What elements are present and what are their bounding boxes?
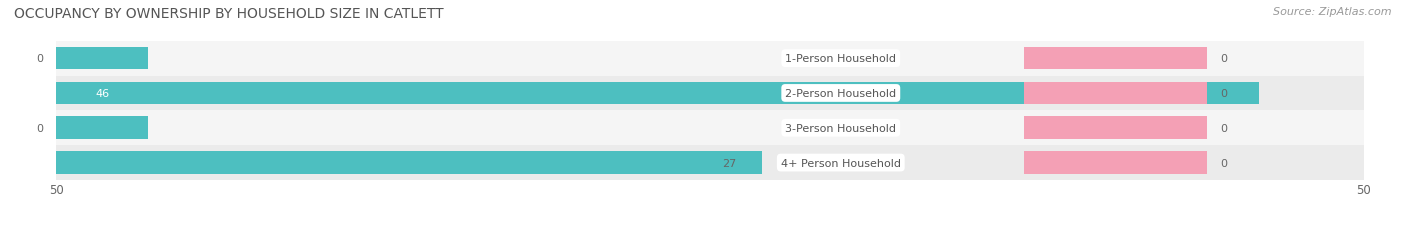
Bar	[1024, 48, 1206, 70]
Bar	[56, 117, 148, 140]
Text: 1-Person Household: 1-Person Household	[786, 54, 896, 64]
Bar	[56, 146, 1364, 180]
Bar	[56, 82, 1260, 105]
Text: Source: ZipAtlas.com: Source: ZipAtlas.com	[1274, 7, 1392, 17]
Text: 0: 0	[1220, 88, 1227, 99]
Bar	[56, 111, 1364, 146]
Text: 4+ Person Household: 4+ Person Household	[780, 158, 901, 168]
Text: 0: 0	[1220, 123, 1227, 133]
Text: 2-Person Household: 2-Person Household	[785, 88, 897, 99]
Text: OCCUPANCY BY OWNERSHIP BY HOUSEHOLD SIZE IN CATLETT: OCCUPANCY BY OWNERSHIP BY HOUSEHOLD SIZE…	[14, 7, 444, 21]
Text: 0: 0	[1220, 158, 1227, 168]
Bar	[56, 76, 1364, 111]
Text: 0: 0	[1220, 54, 1227, 64]
Bar	[56, 48, 148, 70]
Text: 27: 27	[721, 158, 737, 168]
Bar	[1024, 152, 1206, 174]
Bar	[56, 152, 762, 174]
Bar	[56, 42, 1364, 76]
Text: 0: 0	[37, 123, 44, 133]
Bar	[1024, 82, 1206, 105]
Text: 3-Person Household: 3-Person Household	[786, 123, 896, 133]
Text: 0: 0	[37, 54, 44, 64]
Text: 46: 46	[96, 88, 110, 99]
Bar	[1024, 117, 1206, 140]
